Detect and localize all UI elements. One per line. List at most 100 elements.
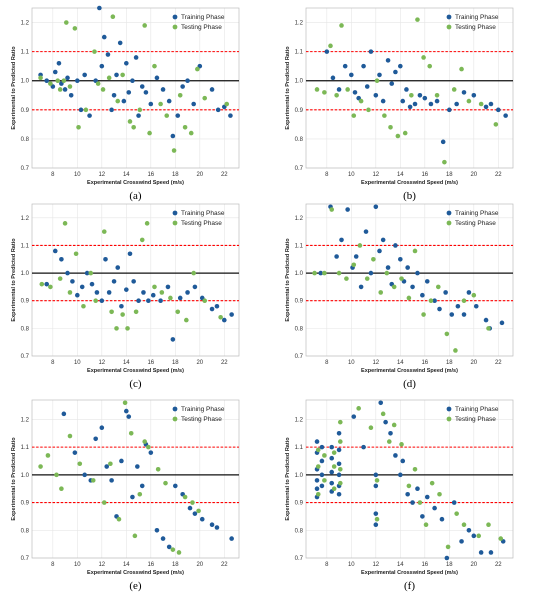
data-point	[135, 464, 140, 469]
legend-label: Testing Phase	[455, 24, 496, 31]
data-point	[499, 320, 505, 326]
data-point	[439, 516, 445, 522]
data-point	[373, 204, 379, 210]
x-tick-label: 12	[98, 562, 105, 568]
data-point	[79, 284, 85, 290]
data-point	[385, 58, 391, 63]
data-point	[89, 281, 95, 287]
data-point	[331, 464, 337, 469]
series-testing	[38, 14, 230, 153]
data-point	[120, 312, 125, 317]
data-point	[337, 480, 343, 486]
data-point	[358, 98, 364, 104]
data-point	[373, 92, 379, 98]
data-point	[393, 69, 398, 75]
data-point	[59, 486, 64, 492]
data-point	[72, 450, 78, 455]
data-point	[109, 309, 114, 315]
data-point	[99, 425, 105, 431]
data-point	[130, 494, 135, 500]
data-point	[67, 84, 73, 89]
data-point	[90, 478, 96, 483]
plot-frame	[31, 203, 240, 357]
data-point	[380, 98, 386, 104]
data-point	[329, 480, 335, 486]
data-point	[195, 66, 200, 72]
x-tick-label: 8	[51, 172, 55, 178]
x-tick-label: 22	[221, 562, 228, 568]
data-point	[447, 107, 452, 113]
y-tick-label: 0.7	[295, 354, 304, 360]
y-tick-label: 0.8	[21, 137, 30, 143]
data-point	[191, 101, 196, 107]
data-point	[421, 312, 426, 317]
data-point	[444, 555, 450, 561]
chart-panel-6: 8 10 12 14 16 18 20 22 0.7 0.8 0.9 1.0 1.1 1.2 Experim…	[285, 399, 514, 592]
data-point	[434, 98, 440, 104]
data-point	[406, 295, 412, 301]
panel-caption: (a)	[129, 190, 142, 202]
x-tick-label: 18	[172, 172, 179, 178]
data-point	[127, 251, 133, 257]
x-tick-label: 18	[446, 562, 453, 568]
legend-label: Testing Phase	[455, 416, 496, 423]
data-point	[78, 107, 84, 113]
data-point	[61, 411, 67, 417]
data-point	[406, 483, 412, 489]
data-point	[124, 60, 129, 66]
x-tick-label: 16	[421, 562, 428, 568]
data-point	[420, 292, 425, 298]
data-point	[106, 290, 112, 295]
data-point	[412, 101, 418, 107]
data-point	[209, 87, 215, 92]
data-point	[428, 298, 434, 304]
data-point	[133, 55, 139, 60]
data-point	[77, 461, 83, 467]
data-point	[88, 270, 94, 276]
legend-marker	[172, 406, 178, 412]
data-point	[356, 406, 361, 411]
y-tick-label: 1.0	[295, 79, 304, 85]
x-tick-label: 22	[221, 172, 228, 178]
x-tick-label: 16	[421, 172, 428, 178]
x-axis-label: Experimental Crosswind Speed (m/s)	[361, 368, 458, 374]
legend-label: Testing Phase	[181, 24, 222, 31]
x-tick-label: 16	[147, 562, 154, 568]
y-tick-label: 1.2	[21, 417, 30, 423]
data-point	[486, 522, 491, 528]
data-point	[373, 483, 379, 489]
data-point	[160, 87, 166, 92]
data-point	[331, 450, 337, 455]
data-point	[52, 248, 58, 254]
data-point	[187, 505, 193, 511]
legend-marker	[446, 416, 452, 422]
data-point	[364, 84, 370, 89]
data-point	[124, 287, 129, 292]
data-point	[319, 472, 325, 478]
data-point	[101, 34, 107, 40]
data-point	[38, 75, 43, 81]
data-point	[132, 533, 138, 539]
plot-frame	[305, 203, 514, 357]
data-point	[415, 486, 420, 492]
data-point	[345, 207, 350, 212]
legend-marker	[446, 210, 452, 216]
x-tick-label: 22	[495, 360, 502, 366]
data-point	[191, 270, 196, 276]
data-point	[410, 284, 415, 290]
y-tick-label: 1.2	[295, 417, 304, 423]
data-point	[168, 295, 173, 301]
data-point	[336, 87, 342, 92]
data-point	[93, 298, 98, 304]
data-point	[373, 472, 379, 478]
data-point	[70, 279, 75, 284]
legend: Training Phase Testing Phase	[172, 14, 225, 31]
data-point	[337, 439, 343, 444]
data-point	[361, 63, 366, 69]
data-point	[116, 516, 122, 522]
y-tick-label: 1.0	[295, 271, 304, 277]
data-point	[428, 101, 434, 107]
data-point	[68, 92, 74, 98]
data-point	[357, 243, 363, 248]
data-point	[56, 60, 62, 66]
